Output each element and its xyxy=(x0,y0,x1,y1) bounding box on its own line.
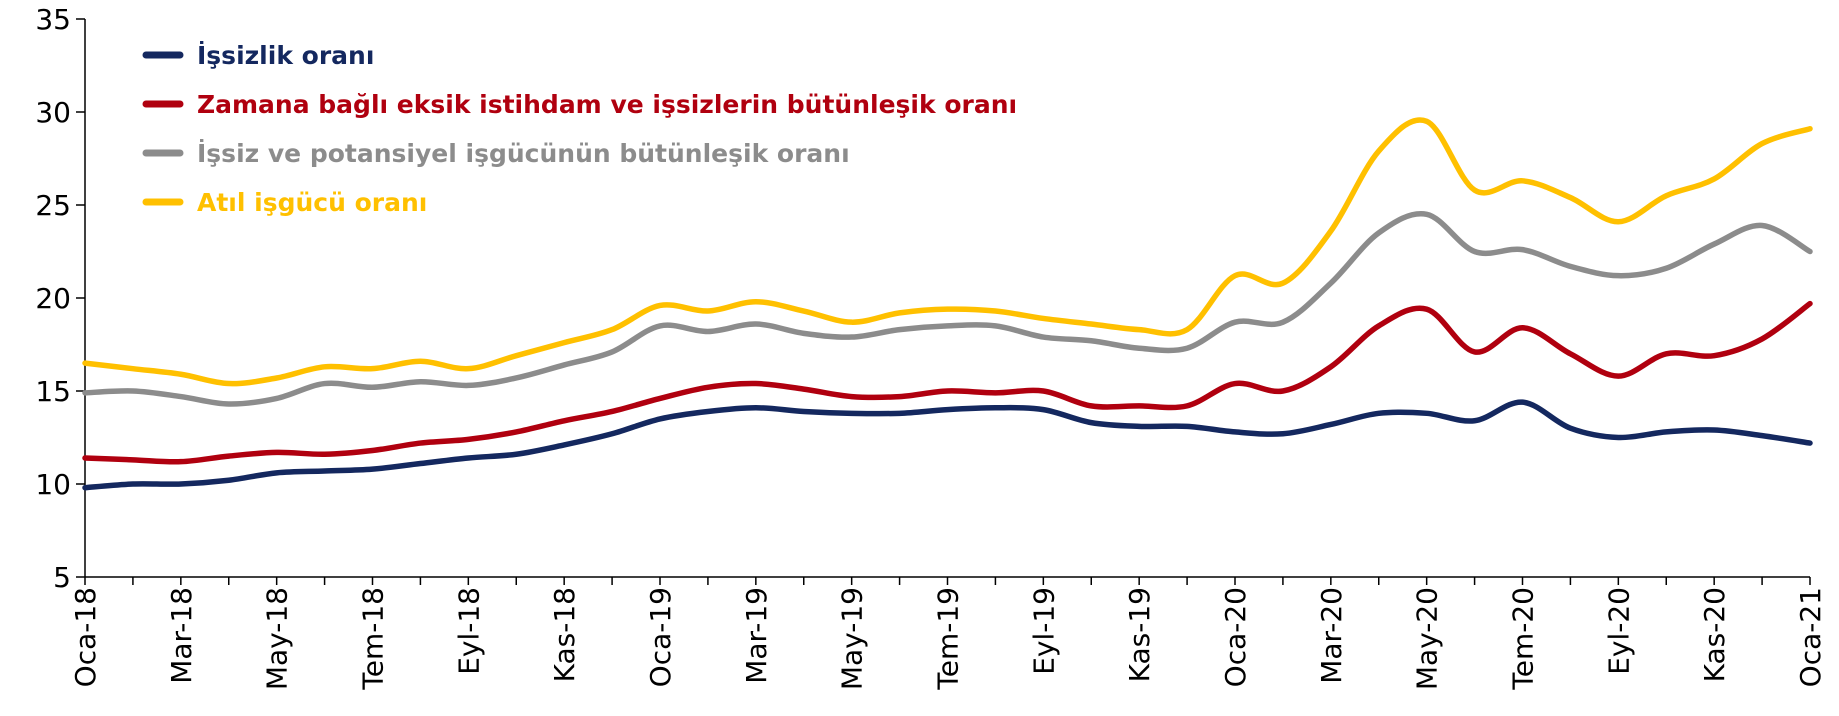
x-tick-label: Kas-20 xyxy=(1698,587,1731,682)
x-tick-label: Mar-20 xyxy=(1315,587,1348,684)
legend-label: İşsizlik oranı xyxy=(197,40,374,70)
y-tick-label: 5 xyxy=(53,561,71,594)
series-line xyxy=(82,300,1813,465)
y-tick-label: 30 xyxy=(35,96,71,129)
legend-label: Atıl işgücü oranı xyxy=(197,188,427,217)
y-tick-label: 35 xyxy=(35,3,71,36)
legend-label: İşsiz ve potansiyel işgücünün bütünleşik… xyxy=(197,138,850,168)
legend-label: Zamana bağlı eksik istihdam ve işsizleri… xyxy=(197,90,1017,119)
x-tick-label: Oca-20 xyxy=(1219,587,1252,687)
series-line xyxy=(82,117,1813,387)
y-tick-label: 25 xyxy=(35,189,71,222)
y-tick-label: 20 xyxy=(35,282,71,315)
x-tick-label: Tem-18 xyxy=(357,587,390,691)
series-line xyxy=(82,211,1813,407)
x-tick-label: Kas-18 xyxy=(548,587,581,682)
x-tick-label: May-20 xyxy=(1411,587,1444,690)
series-line xyxy=(82,399,1813,491)
x-tick-label: Eyl-18 xyxy=(452,587,485,675)
x-tick-label: Oca-21 xyxy=(1794,587,1827,687)
x-tick-label: Kas-19 xyxy=(1123,587,1156,682)
y-tick-label: 15 xyxy=(35,375,71,408)
x-tick-label: Tem-20 xyxy=(1507,587,1540,691)
x-tick-label: Eyl-19 xyxy=(1027,587,1060,675)
x-tick-label: May-18 xyxy=(261,587,294,690)
x-tick-label: Tem-19 xyxy=(932,587,965,691)
x-tick-label: May-19 xyxy=(836,587,869,690)
x-tick-label: Oca-18 xyxy=(69,587,102,687)
y-tick-label: 10 xyxy=(35,468,71,501)
x-tick-label: Mar-18 xyxy=(165,587,198,684)
x-tick-label: Oca-19 xyxy=(644,587,677,687)
x-tick-label: Eyl-20 xyxy=(1602,587,1635,675)
x-tick-label: Mar-19 xyxy=(740,587,773,684)
